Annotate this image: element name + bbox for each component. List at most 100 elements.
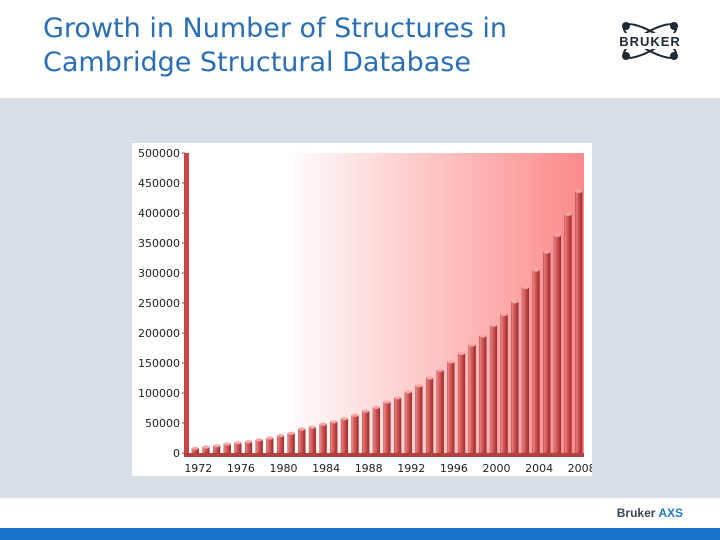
- bar-1989: [372, 405, 380, 454]
- bar-body: [276, 435, 285, 454]
- slide-footer: Bruker AXS: [0, 498, 720, 528]
- bar-1998: [468, 343, 476, 454]
- bar-1997: [457, 351, 466, 454]
- bar-top-cap: [394, 396, 402, 400]
- bar-body: [287, 433, 295, 454]
- bar-top-cap: [575, 189, 583, 193]
- title-line-1: Growth in Number of Structures in: [43, 13, 508, 44]
- y-tick-label: 450000: [138, 177, 180, 190]
- logo-text: BRUKER: [619, 34, 681, 49]
- bar-chart: 0 50000 100000 150000 200000 250000 300000 3500…: [132, 143, 592, 476]
- bar-body: [553, 234, 561, 454]
- bar-top-cap: [223, 442, 231, 446]
- bar-body: [266, 437, 274, 454]
- bar-top-cap: [287, 431, 295, 435]
- bar-top-cap: [415, 384, 423, 388]
- bar-1983: [308, 425, 317, 454]
- x-tick-label: 1984: [312, 462, 340, 475]
- x-tick-label: 2004: [525, 462, 553, 475]
- bar-2001: [500, 312, 508, 454]
- y-tick-label: 200000: [138, 327, 180, 340]
- bar-body: [564, 213, 572, 454]
- y-tick-label: 350000: [138, 237, 180, 250]
- bar-1979: [266, 436, 274, 454]
- bar-body: [468, 344, 476, 454]
- bar-top-cap: [522, 285, 529, 289]
- bar-body: [394, 397, 402, 454]
- bar-body: [244, 441, 253, 454]
- bar-1972: [191, 446, 199, 454]
- bar-top-cap: [500, 312, 508, 316]
- bar-2005: [543, 250, 551, 454]
- bar-1986: [340, 417, 349, 454]
- slide-header: Growth in Number of Structures in Cambri…: [0, 0, 720, 98]
- brand-product: AXS: [658, 506, 683, 520]
- bar-2003: [521, 285, 530, 454]
- x-tick-label: 1980: [270, 462, 298, 475]
- y-axis-wall: [184, 153, 189, 453]
- bar-body: [479, 335, 487, 454]
- y-tick-label: 100000: [138, 387, 180, 400]
- bar-top-cap: [468, 343, 476, 347]
- bottom-accent-bar: [0, 528, 720, 540]
- bar-1995: [436, 368, 444, 454]
- bar-1984: [319, 422, 327, 454]
- bar-1987: [351, 413, 359, 454]
- bruker-logo: BRUKER: [616, 22, 684, 60]
- bar-top-cap: [351, 413, 359, 417]
- bar-top-cap: [404, 390, 412, 394]
- bar-body: [489, 324, 498, 454]
- bar-1982: [298, 427, 306, 454]
- bar-1993: [415, 384, 423, 454]
- brand-label: Bruker AXS: [617, 506, 683, 520]
- bar-body: [255, 439, 263, 454]
- bar-1985: [330, 420, 338, 454]
- bar-1991: [394, 396, 402, 454]
- bar-top-cap: [564, 212, 572, 216]
- bar-2002: [511, 300, 519, 454]
- bar-1999: [479, 334, 487, 454]
- bar-top-cap: [532, 268, 540, 272]
- bar-1977: [244, 440, 253, 454]
- bar-body: [372, 407, 380, 454]
- bar-body: [351, 415, 359, 454]
- x-tick-label: 1992: [397, 462, 425, 475]
- y-tick-label: 0: [173, 447, 180, 460]
- bar-2008: [575, 189, 583, 454]
- bar-top-cap: [340, 417, 348, 421]
- bar-top-cap: [330, 420, 338, 424]
- bar-1990: [383, 400, 391, 454]
- bar-1975: [223, 442, 231, 454]
- bar-top-cap: [436, 368, 444, 372]
- bar-top-cap: [362, 409, 370, 413]
- bar-top-cap: [511, 300, 519, 304]
- bar-top-cap: [277, 434, 284, 438]
- x-tick-label: 2000: [482, 462, 510, 475]
- bar-1988: [362, 409, 370, 454]
- bar-1994: [425, 376, 434, 454]
- bar-body: [575, 191, 583, 454]
- bar-body: [415, 385, 423, 454]
- bar-body: [362, 410, 370, 454]
- x-tick-label: 1972: [184, 462, 212, 475]
- bar-top-cap: [426, 376, 434, 380]
- bar-top-cap: [234, 441, 242, 445]
- y-tick-label: 300000: [138, 267, 180, 280]
- bar-body: [383, 401, 391, 454]
- bar-top-cap: [553, 233, 561, 237]
- x-tick-label: 1996: [440, 462, 468, 475]
- bar-body: [425, 377, 434, 454]
- bar-top-cap: [255, 438, 263, 442]
- bar-top-cap: [191, 446, 199, 450]
- bar-top-cap: [309, 425, 316, 429]
- bar-top-cap: [266, 436, 274, 440]
- bar-2007: [564, 212, 572, 454]
- bar-top-cap: [479, 334, 487, 338]
- bar-top-cap: [298, 427, 306, 431]
- bar-body: [436, 369, 444, 454]
- bar-body: [298, 428, 306, 454]
- bar-body: [330, 421, 338, 454]
- bar-body: [521, 287, 530, 454]
- bar-1973: [202, 445, 210, 454]
- bar-top-cap: [202, 445, 210, 449]
